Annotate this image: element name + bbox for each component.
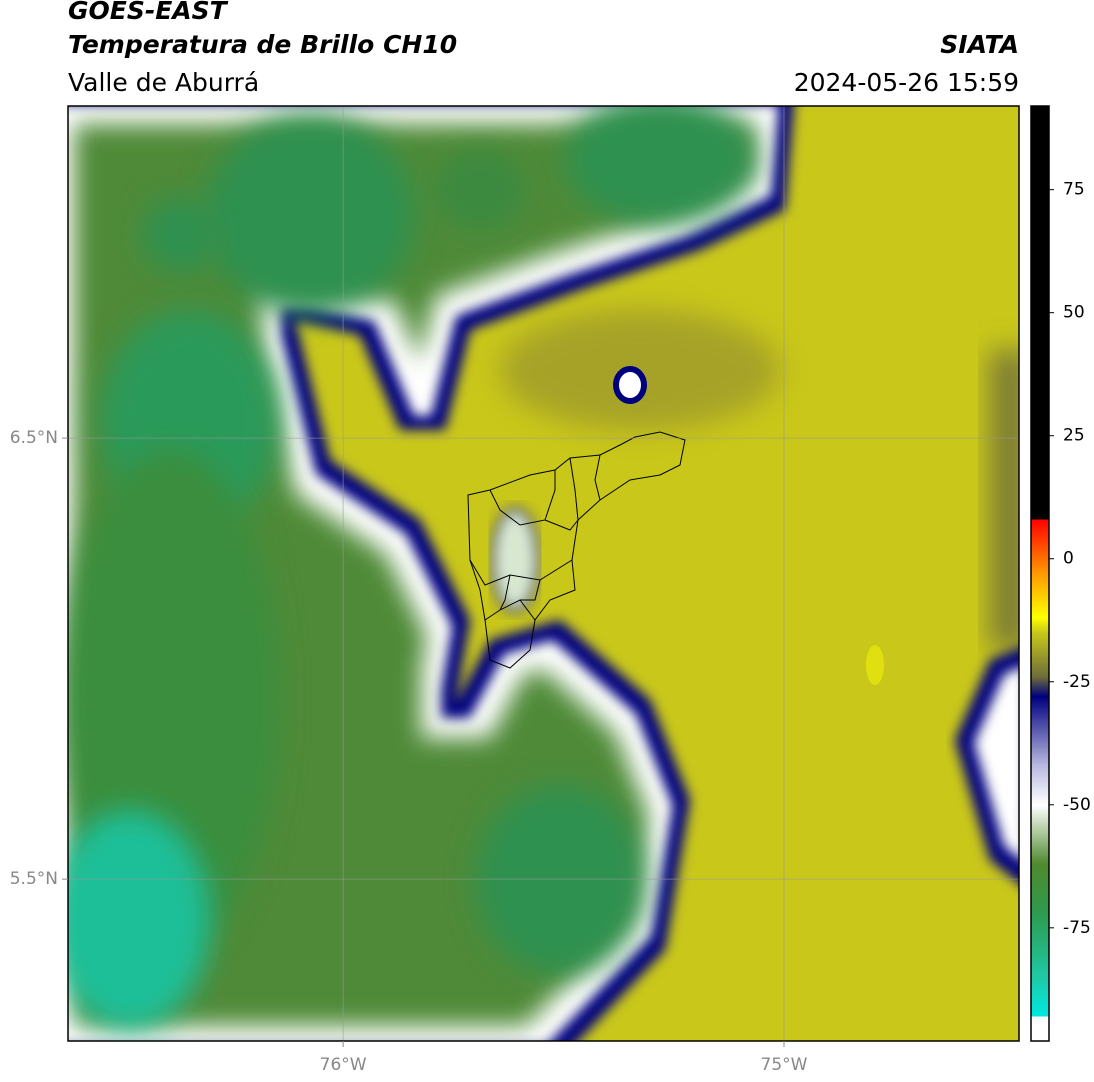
subtitle: Temperatura de Brillo CH10 <box>68 30 457 59</box>
colorbar-tick-label: 50 <box>1063 303 1085 323</box>
region: Valle de Aburrá <box>68 68 259 97</box>
colorbar-tick-label: 75 <box>1063 180 1085 200</box>
title: GOES-EAST <box>68 0 229 25</box>
colorbar <box>1030 105 1050 1042</box>
datetime: 2024-05-26 15:59 <box>794 68 1019 97</box>
colorbar-tick-label: -50 <box>1063 795 1091 815</box>
x-tick-label: 75°W <box>761 1055 808 1075</box>
colorbar-tick-label: -75 <box>1063 918 1091 938</box>
y-tick-label: 6.5°N <box>10 428 58 448</box>
source: SIATA <box>940 30 1019 59</box>
x-tick-label: 76°W <box>320 1055 367 1075</box>
colorbar-tick-label: 25 <box>1063 426 1085 446</box>
colorbar-tick-label: -25 <box>1063 672 1091 692</box>
satellite-image <box>68 106 1019 1041</box>
y-tick-label: 5.5°N <box>10 869 58 889</box>
colorbar-tick-label: 0 <box>1063 549 1074 569</box>
grid <box>68 106 1019 1041</box>
municipal-boundaries <box>467 431 686 669</box>
map-frame <box>67 105 1020 1042</box>
